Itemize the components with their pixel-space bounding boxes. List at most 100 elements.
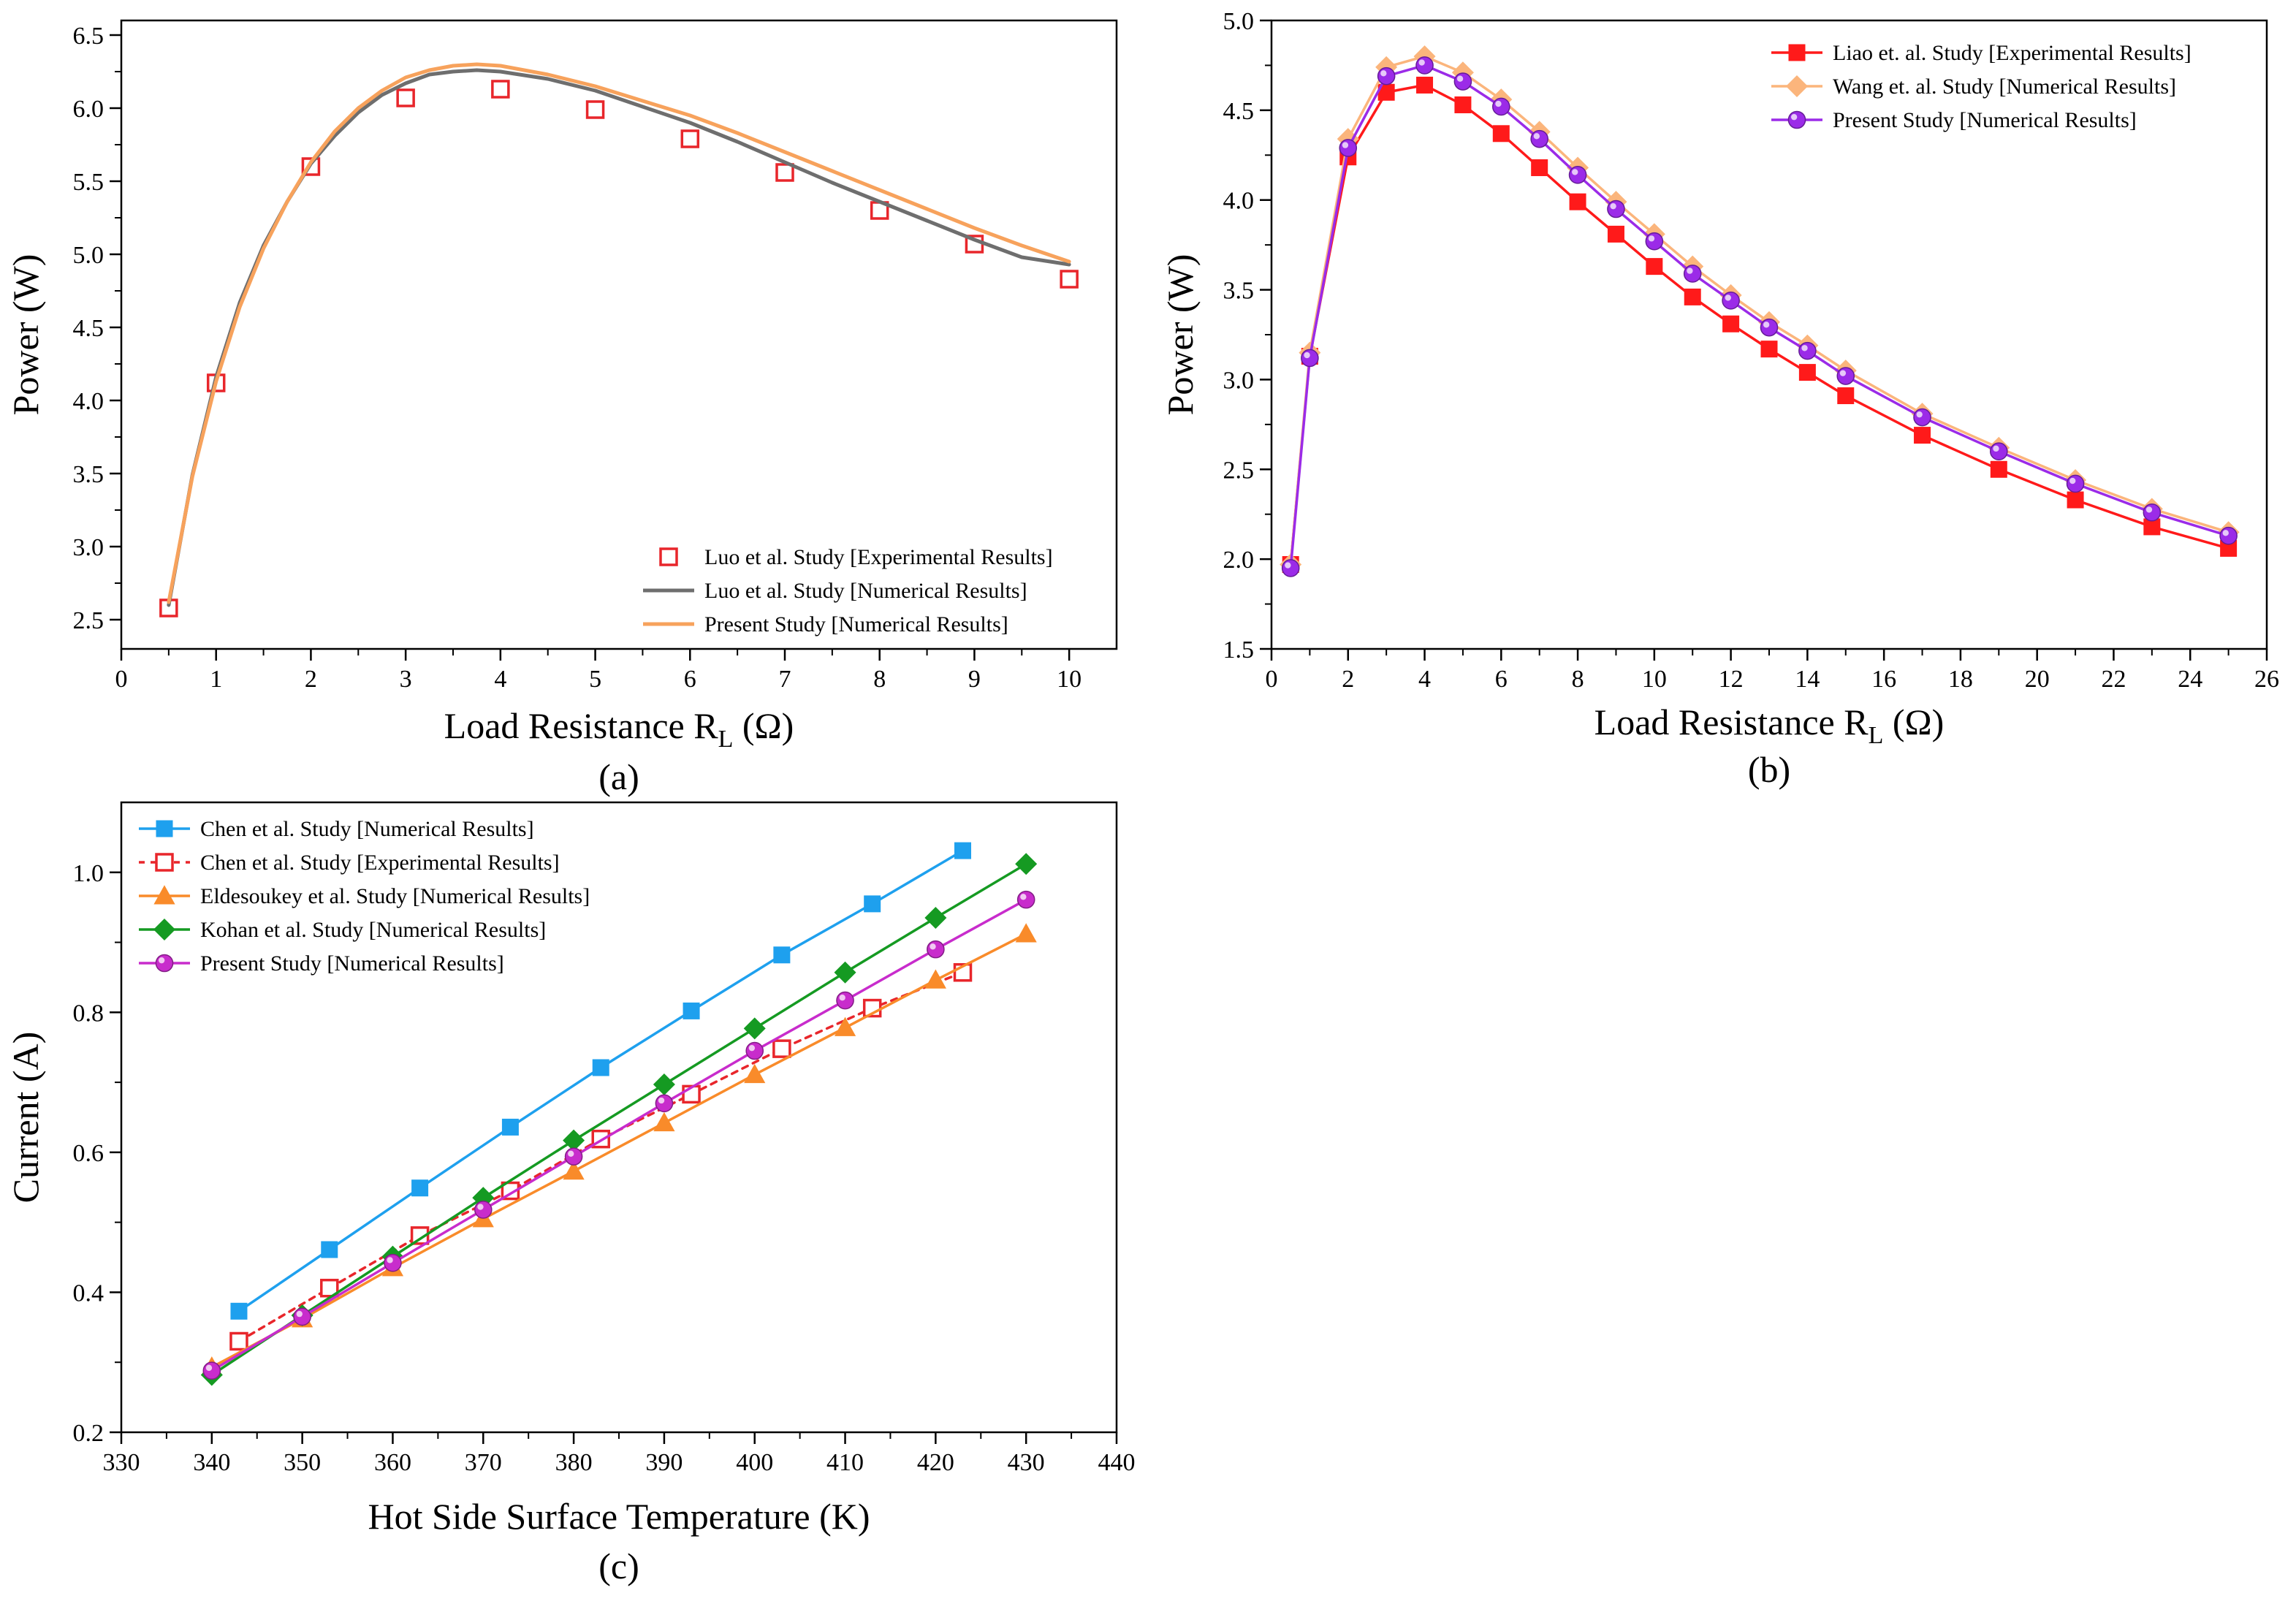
chart-b-y-axis-title: Power (W) xyxy=(1160,254,1201,416)
chart-a-legend-label-1: Luo et al. Study [Numerical Results] xyxy=(704,579,1027,603)
chart-c-point-0-4 xyxy=(592,1059,609,1076)
chart-b-point-2-15 xyxy=(1836,367,1855,385)
chart-c-x-tick-label-7: 400 xyxy=(736,1449,773,1476)
chart-b-x-axis-title: Load Resistance RL (Ω) xyxy=(1594,702,1945,749)
chart-c-point-4-0-highlight xyxy=(205,1364,213,1372)
chart-c-series-line-3 xyxy=(210,862,1027,1377)
chart-b-point-2-17 xyxy=(1990,442,2008,461)
chart-c-point-3-6 xyxy=(743,1017,766,1040)
chart-b-x-tick-label-6: 12 xyxy=(1719,666,1744,693)
chart-a-x-tick-label-4: 4 xyxy=(494,666,506,693)
chart-b-point-0-9 xyxy=(1607,225,1624,243)
chart-b-point-2-4-highlight xyxy=(1418,59,1425,66)
chart-a-point-0-6 xyxy=(680,129,700,148)
chart-b-legend-marker-2-highlight xyxy=(1790,113,1798,121)
chart-b-point-0-6 xyxy=(1492,125,1510,142)
chart-b-x-tick-label-2: 4 xyxy=(1418,666,1431,693)
chart-c-point-4-9 xyxy=(1016,890,1035,909)
chart-c-series-chen-et-al-study-numerical-results xyxy=(230,842,972,1320)
chart-c-legend: Chen et al. Study [Numerical Results] Che… xyxy=(139,817,590,976)
chart-b-point-0-12 xyxy=(1722,315,1740,332)
chart-a-y-tick-label-4: 4.5 xyxy=(73,315,104,342)
chart-b-x-tick-label-9: 18 xyxy=(1948,666,1973,693)
chart-a-x-tick-label-2: 2 xyxy=(305,666,317,693)
chart-b-point-2-16 xyxy=(1913,408,1931,427)
chart-b-point-2-8 xyxy=(1568,166,1587,184)
chart-b-point-0-5 xyxy=(1454,96,1472,113)
chart-b-point-0-13 xyxy=(1760,341,1778,358)
chart-c-point-4-4 xyxy=(564,1147,583,1166)
chart-a-y-tick-label-7: 6.0 xyxy=(73,96,104,123)
chart-b-point-0-7 xyxy=(1531,159,1548,176)
chart-b-point-0-18 xyxy=(2067,491,2084,509)
chart-b-x-tick-label-4: 8 xyxy=(1572,666,1584,693)
chart-b-point-2-0 xyxy=(1281,559,1300,577)
chart-c-point-4-9-highlight xyxy=(1020,894,1027,900)
chart-b-x-tick-label-5: 10 xyxy=(1642,666,1667,693)
chart-c-point-4-6 xyxy=(745,1041,764,1060)
chart-c-legend-label-2: Eldesoukey et al. Study [Numerical Resul… xyxy=(200,884,590,908)
chart-c-point-2-9 xyxy=(1015,923,1037,943)
chart-c-point-2-4 xyxy=(563,1160,585,1180)
chart-a-panel-label: (a) xyxy=(598,756,639,797)
chart-c-point-4-5-highlight xyxy=(658,1097,665,1104)
chart-a-y-tick-label-3: 4.0 xyxy=(73,388,104,415)
chart-b-point-0-16 xyxy=(1914,427,1931,444)
chart-c-series-line-2 xyxy=(210,932,1027,1369)
chart-c-x-tick-label-9: 420 xyxy=(917,1449,954,1476)
chart-c-point-2-8 xyxy=(924,969,946,989)
chart-a-y-tick-label-8: 6.5 xyxy=(73,23,104,50)
chart-c-point-0-6 xyxy=(773,946,791,964)
chart-c-x-tick-label-11: 440 xyxy=(1098,1449,1136,1476)
chart-b-point-2-9 xyxy=(1607,199,1625,218)
chart-a-y-tick-label-1: 3.0 xyxy=(73,534,104,561)
chart-c-point-2-6 xyxy=(744,1063,766,1084)
chart-a-x-axis-title: Load Resistance RL (Ω) xyxy=(444,705,794,753)
chart-c-x-tick-label-0: 330 xyxy=(103,1449,140,1476)
chart-a-series-luo-et-al-study-experimental-results xyxy=(159,80,1079,617)
chart-a-y-tick-label-5: 5.0 xyxy=(73,242,104,269)
chart-b-point-2-14-highlight xyxy=(1801,345,1808,351)
chart-c-x-axis-title: Hot Side Surface Temperature (K) xyxy=(368,1496,870,1537)
chart-c-point-4-2-highlight xyxy=(387,1257,393,1263)
chart-b-y-tick-label-4: 3.5 xyxy=(1223,278,1255,305)
chart-b-legend-label-2: Present Study [Numerical Results] xyxy=(1833,108,2137,132)
chart-b-point-2-2 xyxy=(1339,139,1358,157)
chart-b-point-2-20 xyxy=(2219,526,2238,545)
chart-b-point-2-19 xyxy=(2143,503,2162,522)
chart-b-legend-marker-2 xyxy=(1787,110,1806,129)
chart-a-y-tick-label-6: 5.5 xyxy=(73,169,104,196)
chart-c-legend-label-0: Chen et al. Study [Numerical Results] xyxy=(200,817,534,841)
chart-c-point-4-8 xyxy=(927,940,945,959)
chart-a-frame xyxy=(120,19,1118,650)
chart-c-point-0-0 xyxy=(230,1302,248,1320)
chart-c-point-0-5 xyxy=(683,1002,700,1019)
chart-c-legend-label-3: Kohan et al. Study [Numerical Results] xyxy=(200,918,546,942)
chart-b-point-2-10 xyxy=(1645,232,1664,251)
chart-b-series-present-study-numerical-results xyxy=(1281,56,2238,577)
chart-c-y-tick-label-0: 0.2 xyxy=(73,1420,104,1447)
chart-b-point-2-14 xyxy=(1798,341,1817,360)
chart-a-point-0-3 xyxy=(396,88,415,107)
chart-c-x-tick-label-6: 390 xyxy=(645,1449,683,1476)
chart-b-point-2-3 xyxy=(1377,66,1396,85)
chart-c-y-tick-label-2: 0.6 xyxy=(73,1140,104,1167)
chart-a-y-tick-label-0: 2.5 xyxy=(73,607,104,634)
chart-b-y-tick-label-2: 2.5 xyxy=(1223,457,1255,484)
chart-b-y-tick-label-3: 3.0 xyxy=(1223,367,1255,394)
chart-c-point-4-7 xyxy=(836,991,854,1010)
chart-c-point-3-9 xyxy=(1015,853,1038,875)
chart-a-series-line-2 xyxy=(167,62,1071,604)
chart-c-point-4-7-highlight xyxy=(839,995,845,1001)
chart-b-point-2-20-highlight xyxy=(2222,530,2229,536)
chart-c-point-0-8 xyxy=(954,842,972,859)
chart-c-point-4-3 xyxy=(474,1201,493,1219)
chart-b-point-2-17-highlight xyxy=(1993,445,1999,452)
chart-c-point-4-5 xyxy=(655,1094,674,1113)
chart-a-y-axis-title: Power (W) xyxy=(5,254,46,416)
chart-a-x-tick-label-7: 7 xyxy=(779,666,791,693)
chart-b-point-2-8-highlight xyxy=(1572,169,1578,175)
chart-b-point-2-18 xyxy=(2066,474,2085,493)
chart-c-point-4-8-highlight xyxy=(930,943,936,950)
chart-b-point-2-10-highlight xyxy=(1648,235,1655,242)
